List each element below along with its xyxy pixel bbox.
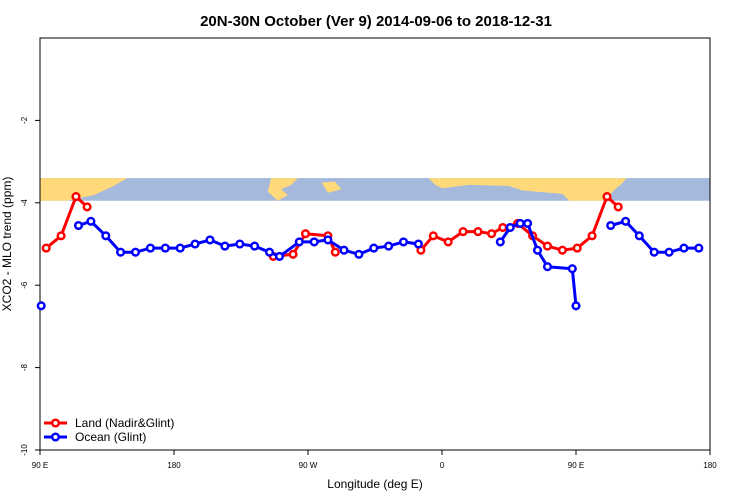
map-land-0 — [40, 178, 128, 201]
series-land-point-1-4 — [330, 247, 340, 257]
series-land-point-2-14 — [613, 202, 623, 212]
series-ocean-point-1-3 — [116, 247, 126, 257]
series-ocean-point-3-3 — [649, 247, 659, 257]
series-ocean-point-1-20 — [369, 243, 379, 253]
series-ocean-point-3-2 — [634, 231, 644, 241]
series-ocean-point-1-19 — [354, 249, 364, 259]
series-land-point-2-1 — [428, 231, 438, 241]
legend-label-ocean: Ocean (Glint) — [75, 430, 146, 444]
series-ocean-point-2-1 — [505, 222, 515, 233]
legend: Land (Nadir&Glint) Ocean (Glint) — [44, 416, 174, 444]
series-ocean-point-2-7 — [571, 301, 581, 311]
series-ocean-point-1-22 — [398, 237, 409, 247]
x-axis: 90 E 180 90 W 0 90 E 180 — [32, 450, 717, 470]
series-ocean-point-1-7 — [175, 243, 185, 253]
y-tick-label-4: -2 — [20, 116, 29, 124]
map-land-2 — [428, 178, 627, 201]
world-map-band — [40, 178, 710, 201]
series-land-point-2-9 — [542, 241, 553, 251]
legend-marker-land — [50, 418, 61, 428]
x-axis-label: Longitude (deg E) — [327, 477, 422, 491]
series-ocean-point-3-4 — [664, 247, 674, 257]
y-axis: -10 -8 -6 -4 -2 — [20, 116, 40, 456]
series-ocean-point-1-18 — [339, 245, 349, 255]
x-tick-label-4: 90 E — [568, 461, 584, 470]
series-ocean-point-1-6 — [160, 243, 170, 253]
y-tick-label-0: -10 — [20, 444, 29, 456]
series-ocean-point-1-12 — [250, 241, 260, 251]
series-ocean-point-1-23 — [413, 239, 423, 249]
series-ocean-point-1-13 — [264, 247, 275, 257]
x-tick-label-5: 180 — [703, 461, 717, 470]
series-land-point-0-3 — [82, 202, 92, 212]
series-ocean-point-2-3 — [523, 218, 533, 228]
series-land-point-1-2 — [300, 229, 311, 239]
series-ocean-point-3-6 — [694, 243, 704, 253]
x-tick-label-2: 90 W — [299, 461, 318, 470]
y-axis-label: XCO2 - MLO trend (ppm) — [0, 177, 14, 312]
series-ocean-point-1-1 — [86, 216, 96, 226]
map-land-1 — [267, 178, 298, 201]
series-ocean-point-1-0 — [73, 220, 84, 231]
series-land-point-2-13 — [602, 192, 612, 202]
map-land-3 — [321, 181, 342, 193]
series-ocean-point-1-4 — [130, 247, 141, 257]
chart-title: 20N-30N October (Ver 9) 2014-09-06 to 20… — [200, 13, 552, 30]
y-tick-label-2: -6 — [20, 281, 29, 289]
series-land-point-2-3 — [458, 227, 468, 237]
series-land-point-2-10 — [557, 245, 567, 255]
series-ocean-point-1-5 — [145, 243, 155, 253]
series-ocean-point-1-2 — [101, 231, 111, 241]
x-tick-label-1: 180 — [167, 461, 181, 470]
series-ocean-line-1 — [78, 219, 419, 258]
series-ocean-point-1-21 — [384, 241, 394, 251]
series-ocean-point-2-2 — [515, 218, 525, 228]
series-ocean-point-2-4 — [532, 245, 543, 255]
x-tick-label-0: 90 E — [32, 461, 48, 470]
series-land-point-0-0 — [41, 243, 51, 253]
series-ocean-point-2-0 — [495, 237, 505, 247]
y-tick-label-3: -4 — [20, 199, 29, 207]
plot-frame — [39, 37, 711, 451]
series-layer — [36, 192, 704, 311]
series-ocean-point-3-5 — [679, 243, 689, 253]
series-ocean-point-2-5 — [542, 262, 553, 272]
series-land-point-2-11 — [572, 243, 582, 253]
series-ocean-point-1-16 — [309, 237, 319, 247]
x-tick-label-3: 0 — [440, 461, 445, 470]
series-ocean — [36, 216, 704, 311]
y-tick-label-1: -8 — [20, 363, 29, 371]
series-land-point-2-6 — [498, 222, 508, 233]
series-ocean-line-2 — [499, 221, 578, 306]
legend-marker-ocean — [50, 432, 61, 442]
series-land-point-2-12 — [587, 231, 597, 241]
series-ocean-point-3-1 — [621, 216, 631, 226]
series-land-point-2-5 — [487, 229, 497, 239]
series-ocean-point-1-14 — [274, 251, 285, 261]
series-land-line-0 — [45, 195, 89, 250]
series-land-point-2-2 — [443, 237, 453, 247]
series-ocean-point-1-17 — [323, 235, 333, 245]
series-ocean-point-1-10 — [220, 241, 230, 251]
series-ocean-point-1-9 — [205, 235, 215, 245]
series-land-point-2-4 — [473, 227, 483, 237]
series-ocean-point-0-0 — [36, 301, 46, 311]
series-land-point-1-1 — [288, 249, 298, 259]
series-ocean-point-1-11 — [235, 239, 245, 249]
legend-label-land: Land (Nadir&Glint) — [75, 416, 174, 430]
series-land-point-0-2 — [71, 192, 81, 202]
series-ocean-point-2-6 — [567, 264, 577, 274]
series-ocean-point-1-8 — [190, 239, 200, 249]
series-ocean-point-3-0 — [606, 220, 616, 231]
series-ocean-point-1-15 — [294, 237, 304, 247]
series-land-point-0-1 — [56, 231, 66, 241]
